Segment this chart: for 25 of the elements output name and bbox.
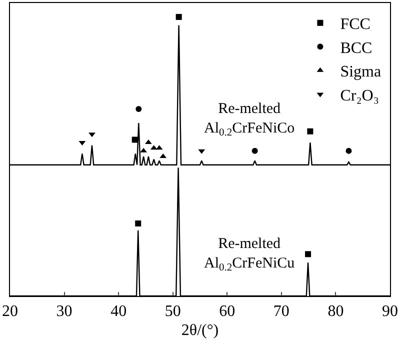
annotation: Re-melted Al$_{0.2}$CrFeNiCu xyxy=(204,236,296,274)
point xyxy=(132,136,138,143)
point xyxy=(140,148,147,152)
x-tick-label: 50 xyxy=(164,303,181,320)
point xyxy=(346,148,352,154)
legend-label: BCC xyxy=(340,40,372,57)
x-tick-label: 70 xyxy=(273,303,290,320)
x-axis-title: 2θ/(°) xyxy=(181,322,219,339)
legend-label: Cr₂O₃ xyxy=(340,87,379,104)
x-tick-label: 30 xyxy=(56,303,72,320)
x-tick-label: 90 xyxy=(382,303,398,320)
point xyxy=(135,220,142,226)
x-tick-label: 40 xyxy=(110,303,127,320)
point xyxy=(176,14,182,20)
x-tick-label: 60 xyxy=(219,303,236,320)
point xyxy=(136,106,142,112)
legend-label: FCC xyxy=(340,16,370,34)
point xyxy=(252,148,258,154)
point xyxy=(305,251,312,258)
point xyxy=(307,128,314,134)
x-tick-label: 20 xyxy=(2,303,18,320)
legend-label: Sigma xyxy=(340,64,382,81)
x-tick-label: 80 xyxy=(328,303,344,320)
annotation: Re-melted Al$_{0.2}$CrFeNiCo xyxy=(204,101,295,139)
point xyxy=(88,132,96,138)
